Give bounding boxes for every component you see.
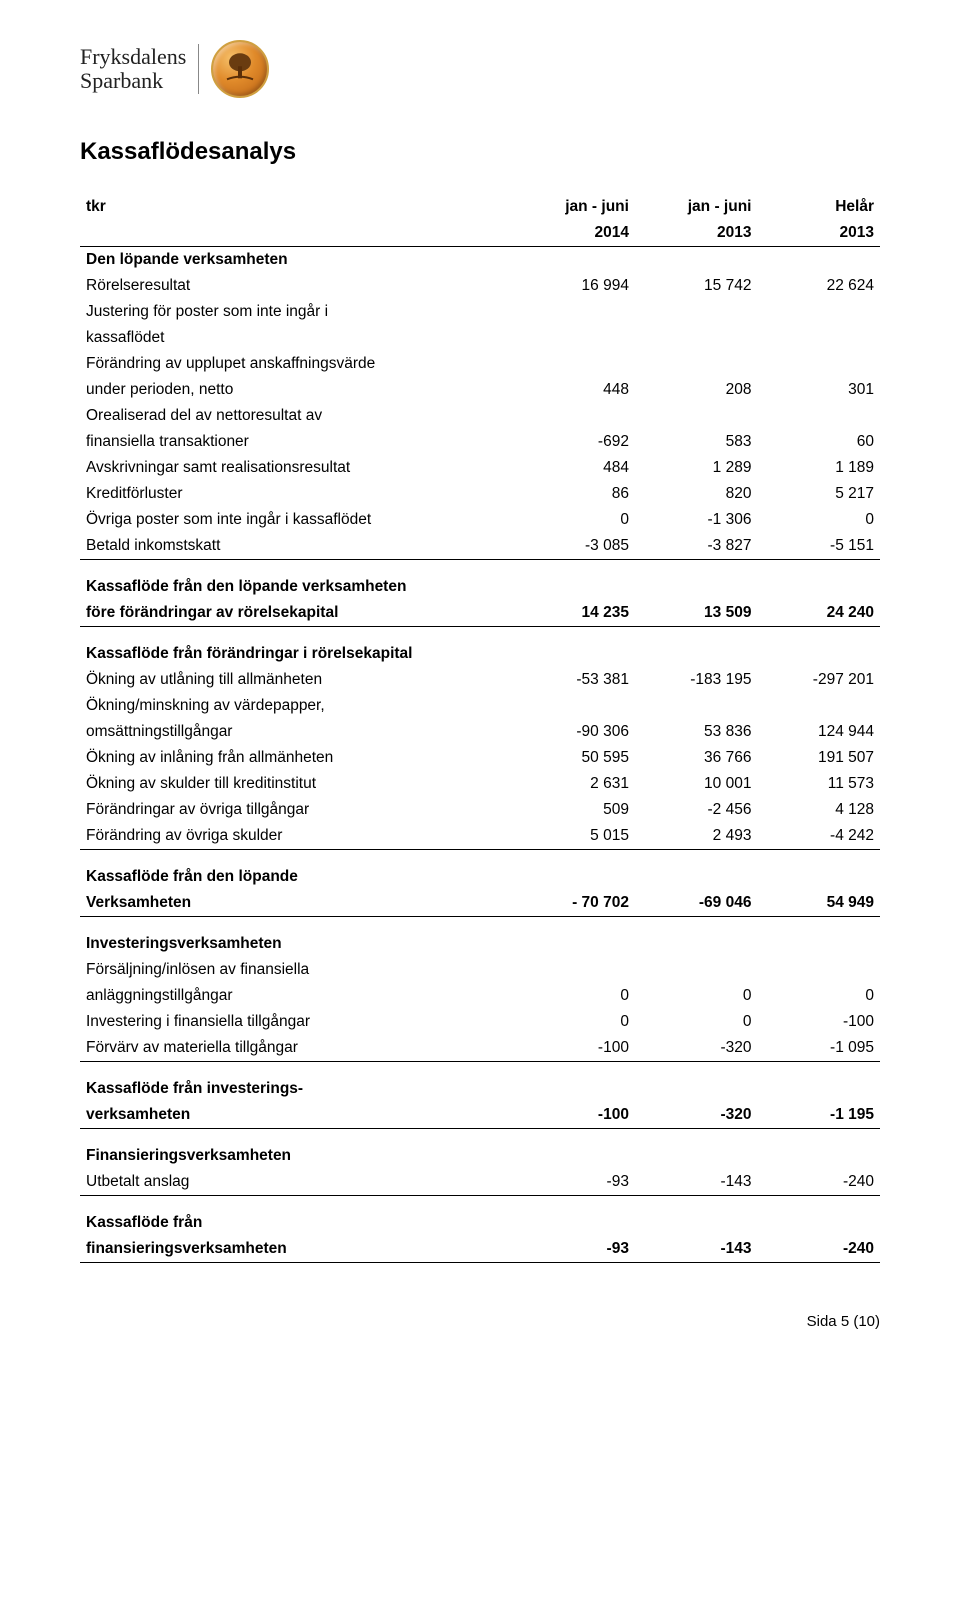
table-row: Förändring av övriga skulder 5 015 2 493… <box>80 823 880 850</box>
table-row: verksamheten -100 -320 -1 195 <box>80 1102 880 1129</box>
col1-period: jan - juni <box>512 194 635 220</box>
section-op-total-head: Kassaflöde från den löpande <box>80 850 880 891</box>
logo-text: Fryksdalens Sparbank <box>80 45 186 93</box>
table-row: Betald inkomstskatt -3 085 -3 827 -5 151 <box>80 533 880 560</box>
table-row: under perioden, netto 448 208 301 <box>80 377 880 403</box>
table-row: kassaflödet <box>80 325 880 351</box>
section-op-cf-head: Kassaflöde från den löpande verksamheten <box>80 560 880 601</box>
cashflow-table: tkr jan - juni jan - juni Helår 2014 201… <box>80 194 880 1263</box>
table-row: Utbetalt anslag -93 -143 -240 <box>80 1169 880 1196</box>
table-row: Ökning av skulder till kreditinstitut 2 … <box>80 771 880 797</box>
section-wc-head: Kassaflöde från förändringar i rörelseka… <box>80 627 880 668</box>
table-row: Justering för poster som inte ingår i <box>80 299 880 325</box>
logo-line2: Sparbank <box>80 69 186 93</box>
table-row: Förvärv av materiella tillgångar -100 -3… <box>80 1035 880 1062</box>
table-row: Ökning/minskning av värdepapper, <box>80 693 880 719</box>
logo-divider <box>198 44 199 94</box>
table-row: Ökning av utlåning till allmänheten -53 … <box>80 667 880 693</box>
section-operating-head: Den löpande verksamheten <box>80 247 880 274</box>
page-title: Kassaflödesanalys <box>80 138 880 166</box>
logo-line1: Fryksdalens <box>80 45 186 69</box>
unit-label: tkr <box>80 194 512 220</box>
section-invest-total-head: Kassaflöde från investerings- <box>80 1062 880 1103</box>
table-row: Övriga poster som inte ingår i kassaflöd… <box>80 507 880 533</box>
col2-period: jan - juni <box>635 194 758 220</box>
col1-year: 2014 <box>512 220 635 247</box>
table-row: finansieringsverksamheten -93 -143 -240 <box>80 1236 880 1263</box>
header-row-2: 2014 2013 2013 <box>80 220 880 247</box>
table-row: Ökning av inlåning från allmänheten 50 5… <box>80 745 880 771</box>
page-footer: Sida 5 (10) <box>80 1313 880 1330</box>
table-row: Avskrivningar samt realisationsresultat … <box>80 455 880 481</box>
table-row: Kreditförluster 86 820 5 217 <box>80 481 880 507</box>
col3-period: Helår <box>757 194 880 220</box>
table-row: Investering i finansiella tillgångar 0 0… <box>80 1009 880 1035</box>
table-row: Orealiserad del av nettoresultat av <box>80 403 880 429</box>
section-invest-head: Investeringsverksamheten <box>80 917 880 958</box>
table-row: Förändring av upplupet anskaffningsvärde <box>80 351 880 377</box>
table-row: Verksamheten - 70 702 -69 046 54 949 <box>80 890 880 917</box>
table-row: anläggningstillgångar 0 0 0 <box>80 983 880 1009</box>
table-row: omsättningstillgångar -90 306 53 836 124… <box>80 719 880 745</box>
table-row: Försäljning/inlösen av finansiella <box>80 957 880 983</box>
header-row-1: tkr jan - juni jan - juni Helår <box>80 194 880 220</box>
col3-year: 2013 <box>757 220 880 247</box>
tree-icon <box>223 50 257 84</box>
table-row: Rörelseresultat 16 994 15 742 22 624 <box>80 273 880 299</box>
col2-year: 2013 <box>635 220 758 247</box>
page: Fryksdalens Sparbank Kassaflödesanalys t… <box>0 0 960 1360</box>
table-row: finansiella transaktioner -692 583 60 <box>80 429 880 455</box>
table-row: Förändringar av övriga tillgångar 509 -2… <box>80 797 880 823</box>
section-finance-head: Finansieringsverksamheten <box>80 1129 880 1170</box>
table-row: före förändringar av rörelsekapital 14 2… <box>80 600 880 627</box>
logo-block: Fryksdalens Sparbank <box>80 40 880 98</box>
logo-icon <box>211 40 269 98</box>
section-finance-total-head: Kassaflöde från <box>80 1196 880 1237</box>
